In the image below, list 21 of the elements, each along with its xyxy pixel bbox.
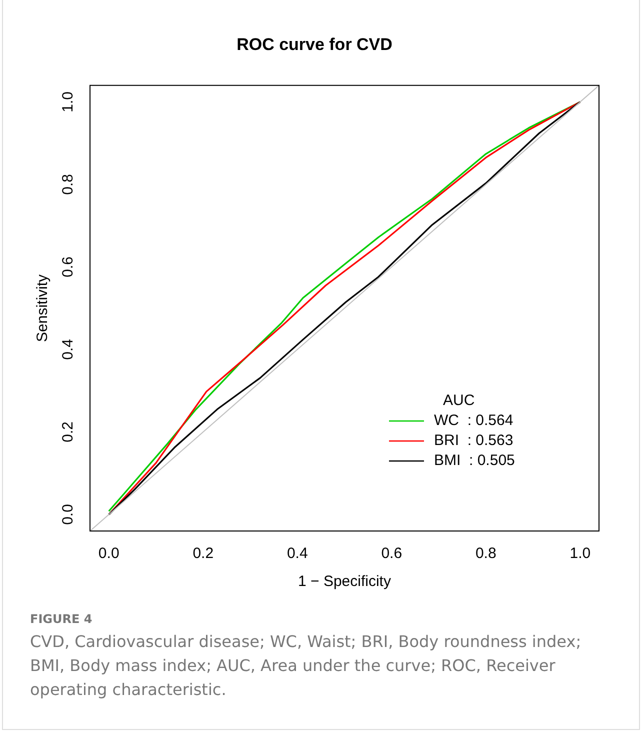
- y-tick-label: 0.4: [60, 339, 77, 360]
- x-tick-label: 1.0: [570, 545, 591, 562]
- legend-title: AUC: [443, 392, 475, 410]
- y-tick-label: 0.0: [60, 504, 77, 525]
- caption: FIGURE 4: [30, 612, 94, 626]
- x-tick-label: 0.0: [98, 545, 120, 562]
- legend-label: BRI : 0.563: [434, 432, 514, 450]
- y-tick-label: 1.0: [60, 91, 77, 112]
- y-tick-label: 0.2: [60, 422, 77, 442]
- y-tick-label: 0.6: [60, 256, 77, 278]
- y-tick-label: 0.8: [60, 174, 77, 195]
- chart-title: ROC curve for CVD: [236, 34, 392, 54]
- x-tick-label: 0.2: [192, 545, 214, 562]
- legend-label: BMI : 0.505: [434, 452, 515, 470]
- legend-label: WC : 0.564: [434, 412, 514, 430]
- x-axis-title: 1 − Specificity: [298, 573, 392, 590]
- x-tick-label: 0.8: [475, 545, 496, 562]
- x-tick-label: 0.6: [381, 545, 402, 562]
- y-axis-title: Sensitivity: [34, 274, 52, 342]
- x-tick-label: 0.4: [286, 545, 308, 562]
- text: CVD, Cardiovascular disease; WC, Waist; BRI, Body roundness index; BMI, Body mass index; AUC, Area under the curve; ROC, Receiver operating characteristic.: [30, 631, 582, 701]
